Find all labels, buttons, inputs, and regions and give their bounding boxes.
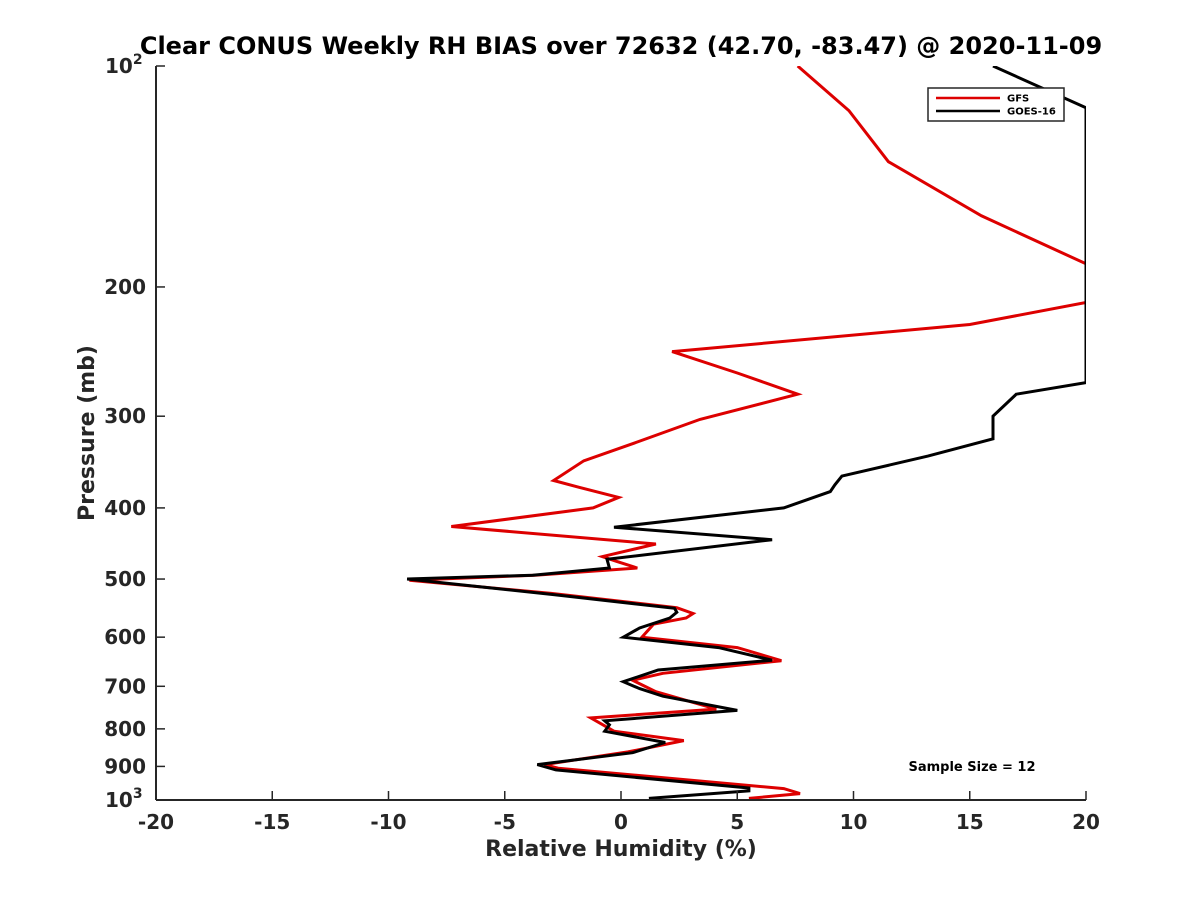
- chart-title: Clear CONUS Weekly RH BIAS over 72632 (4…: [140, 32, 1102, 60]
- y-tick-label: 200: [104, 275, 146, 299]
- series-line-gfs: [409, 66, 1086, 800]
- legend-box: [927, 87, 1065, 122]
- y-tick-label: 900: [104, 754, 146, 778]
- y-tick-label: 500: [104, 567, 146, 591]
- x-tick-label: -15: [254, 810, 290, 834]
- series-line-goes16: [406, 66, 1086, 800]
- y-tick-label: 600: [104, 625, 146, 649]
- legend-label-goes16: GOES-16: [1007, 107, 1056, 118]
- x-axis-ticks: -20 -15 -10 -5 0 5 10 15 20: [138, 791, 1100, 834]
- plot-area: [406, 66, 1086, 800]
- x-tick-label: 20: [1072, 810, 1100, 834]
- x-tick-label: 0: [614, 810, 628, 834]
- legend-label-gfs: GFS: [1007, 94, 1029, 105]
- y-tick-label: 300: [104, 404, 146, 428]
- x-tick-label: -5: [494, 810, 516, 834]
- y-tick-label: 400: [104, 496, 146, 520]
- y-tick-label: 102: [105, 52, 143, 78]
- sample-size-annotation: Sample Size = 12: [908, 760, 1035, 775]
- y-axis-label: Pressure (mb): [75, 345, 100, 521]
- y-tick-label: 103: [105, 786, 143, 812]
- legend: GFS GOES-16: [927, 87, 1065, 122]
- x-tick-label: 15: [956, 810, 984, 834]
- x-tick-label: -20: [138, 810, 174, 834]
- y-tick-label: 800: [104, 717, 146, 741]
- x-tick-label: -10: [370, 810, 406, 834]
- y-tick-label: 700: [104, 674, 146, 698]
- y-axis-ticks: 102 200 300 400 500 600 700 800 900 103: [104, 52, 165, 812]
- x-axis-label: Relative Humidity (%): [485, 837, 757, 862]
- x-tick-label: 10: [840, 810, 868, 834]
- x-tick-label: 5: [730, 810, 744, 834]
